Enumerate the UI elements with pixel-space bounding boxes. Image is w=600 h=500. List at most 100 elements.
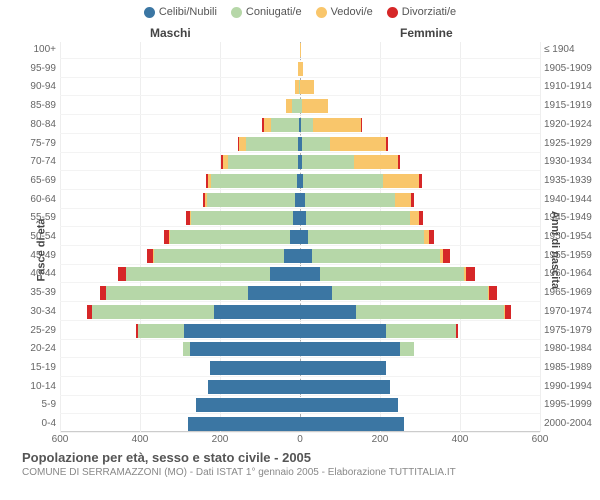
bar-segment <box>191 211 293 225</box>
bar-segment <box>383 174 419 188</box>
birth-year-label: 1930-1934 <box>544 156 592 167</box>
age-label: 75-79 <box>30 138 56 149</box>
row-separator <box>60 357 540 358</box>
birth-year-label: 1925-1929 <box>544 138 592 149</box>
age-row: 65-691935-1939 <box>60 173 540 189</box>
bar-female <box>300 267 475 281</box>
row-separator <box>60 58 540 59</box>
birth-year-label: 1990-1994 <box>544 381 592 392</box>
row-separator <box>60 320 540 321</box>
bar-segment <box>505 305 511 319</box>
age-row: 30-341970-1974 <box>60 304 540 320</box>
age-row: 5-91995-1999 <box>60 397 540 413</box>
age-label: 90-94 <box>30 81 56 92</box>
x-tick-label: 200 <box>372 434 389 445</box>
bar-female <box>300 155 400 169</box>
bar-male <box>164 230 300 244</box>
birth-year-label: 1920-1924 <box>544 119 592 130</box>
age-row: 95-991905-1909 <box>60 61 540 77</box>
birth-year-label: 1970-1974 <box>544 306 592 317</box>
birth-year-label: 1940-1944 <box>544 194 592 205</box>
footer-subtitle: COMUNE DI SERRAMAZZONI (MO) - Dati ISTAT… <box>22 467 456 478</box>
bar-segment <box>208 380 300 394</box>
row-separator <box>60 264 540 265</box>
bar-segment <box>290 230 300 244</box>
bar-male <box>206 174 300 188</box>
bar-female <box>300 211 423 225</box>
bar-segment <box>386 324 456 338</box>
age-row: 90-941910-1914 <box>60 79 540 95</box>
x-tick-label: 600 <box>532 434 549 445</box>
row-separator <box>60 282 540 283</box>
bar-male <box>262 118 300 132</box>
age-label: 25-29 <box>30 325 56 336</box>
bar-segment <box>302 155 354 169</box>
age-label: 20-24 <box>30 343 56 354</box>
bar-female <box>300 305 511 319</box>
bar-male <box>238 137 300 151</box>
bar-segment <box>210 361 300 375</box>
bar-segment <box>284 249 300 263</box>
row-separator <box>60 339 540 340</box>
column-header-male: Maschi <box>150 26 191 40</box>
age-row: 60-641940-1944 <box>60 192 540 208</box>
legend-item: Divorziati/e <box>387 6 456 18</box>
age-row: 15-191985-1989 <box>60 360 540 376</box>
bar-male <box>208 380 300 394</box>
chart-footer: Popolazione per età, sesso e stato civil… <box>22 450 456 478</box>
bar-segment <box>330 137 386 151</box>
age-row: 80-841920-1924 <box>60 117 540 133</box>
bar-segment <box>300 398 398 412</box>
age-row: 25-291975-1979 <box>60 323 540 339</box>
age-row: 0-42000-2004 <box>60 416 540 432</box>
row-separator <box>60 395 540 396</box>
legend-item: Vedovi/e <box>316 6 373 18</box>
bar-segment <box>386 137 388 151</box>
bar-segment <box>196 398 300 412</box>
bar-segment <box>270 267 300 281</box>
bar-segment <box>207 193 295 207</box>
bar-segment <box>395 193 411 207</box>
bar-segment <box>214 305 300 319</box>
bar-female <box>300 193 414 207</box>
bar-segment <box>300 417 404 431</box>
legend-swatch <box>387 7 398 18</box>
birth-year-label: 1960-1964 <box>544 268 592 279</box>
bar-segment <box>361 118 362 132</box>
bar-female <box>300 62 303 76</box>
bar-female <box>300 99 328 113</box>
bar-segment <box>188 417 300 431</box>
age-row: 10-141990-1994 <box>60 379 540 395</box>
bar-male <box>188 417 300 431</box>
bar-segment <box>308 230 424 244</box>
legend-label: Divorziati/e <box>402 6 456 18</box>
x-tick-label: 400 <box>132 434 149 445</box>
row-separator <box>60 189 540 190</box>
bar-male <box>136 324 300 338</box>
bar-segment <box>312 249 440 263</box>
age-label: 60-64 <box>30 194 56 205</box>
legend-label: Celibi/Nubili <box>159 6 217 18</box>
bar-segment <box>301 118 313 132</box>
age-label: 5-9 <box>42 399 56 410</box>
x-tick-label: 400 <box>452 434 469 445</box>
age-label: 95-99 <box>30 63 56 74</box>
bar-segment <box>190 342 300 356</box>
bar-segment <box>126 267 270 281</box>
bar-female <box>300 417 404 431</box>
bar-segment <box>411 193 414 207</box>
bar-female <box>300 118 362 132</box>
row-separator <box>60 376 540 377</box>
bar-female <box>300 380 390 394</box>
bar-segment <box>211 174 297 188</box>
bar-segment <box>300 230 308 244</box>
age-row: 40-441960-1964 <box>60 266 540 282</box>
plot-area: 6004002000200400600100+≤ 190495-991905-1… <box>60 42 540 432</box>
bar-segment <box>354 155 398 169</box>
bar-segment <box>300 361 386 375</box>
bar-segment <box>183 342 190 356</box>
x-tick-label: 0 <box>297 434 303 445</box>
bar-segment <box>293 211 300 225</box>
bar-segment <box>419 174 421 188</box>
row-separator <box>60 413 540 414</box>
